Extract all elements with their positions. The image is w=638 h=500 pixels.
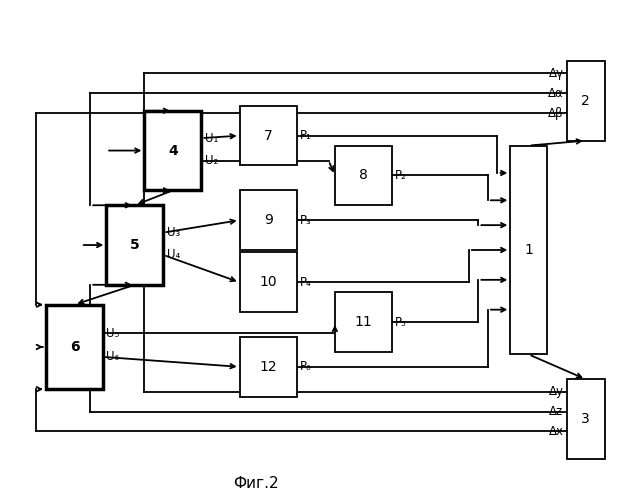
Bar: [567, 61, 605, 140]
Text: 2: 2: [581, 94, 590, 108]
Text: U₂: U₂: [205, 154, 218, 167]
Text: 7: 7: [263, 128, 272, 142]
Text: Δx: Δx: [549, 425, 563, 438]
Text: 1: 1: [524, 243, 533, 257]
Text: 8: 8: [359, 168, 368, 182]
Text: 5: 5: [130, 238, 140, 252]
Text: P₂: P₂: [395, 169, 407, 182]
Text: 12: 12: [260, 360, 277, 374]
Text: P₅: P₅: [395, 316, 407, 328]
Text: 3: 3: [581, 412, 590, 426]
Bar: [240, 252, 297, 312]
Text: 6: 6: [70, 340, 79, 354]
Bar: [240, 337, 297, 396]
Bar: [240, 190, 297, 250]
Text: Δβ: Δβ: [548, 107, 563, 120]
Text: U₄: U₄: [167, 248, 180, 262]
Text: Δy: Δy: [549, 385, 563, 398]
Text: U₃: U₃: [167, 226, 180, 239]
Bar: [240, 106, 297, 166]
Bar: [567, 380, 605, 459]
Text: 10: 10: [260, 276, 277, 289]
Text: Δα: Δα: [548, 87, 563, 100]
Bar: [335, 146, 392, 205]
Text: U₆: U₆: [106, 350, 119, 364]
Bar: [144, 111, 202, 190]
Text: P₃: P₃: [300, 214, 312, 226]
Text: U₁: U₁: [205, 132, 218, 144]
Text: 11: 11: [355, 315, 373, 329]
Text: U₅: U₅: [106, 326, 119, 340]
Bar: [46, 304, 103, 389]
Text: P₄: P₄: [300, 276, 312, 289]
Bar: [335, 292, 392, 352]
Text: P₆: P₆: [300, 360, 311, 374]
Text: Δγ: Δγ: [549, 67, 563, 80]
Bar: [510, 146, 547, 354]
Text: Δz: Δz: [549, 405, 563, 418]
Text: P₁: P₁: [300, 129, 312, 142]
Bar: [106, 205, 163, 285]
Text: Фиг.2: Фиг.2: [233, 476, 278, 491]
Text: 4: 4: [168, 144, 178, 158]
Text: 9: 9: [263, 213, 272, 227]
